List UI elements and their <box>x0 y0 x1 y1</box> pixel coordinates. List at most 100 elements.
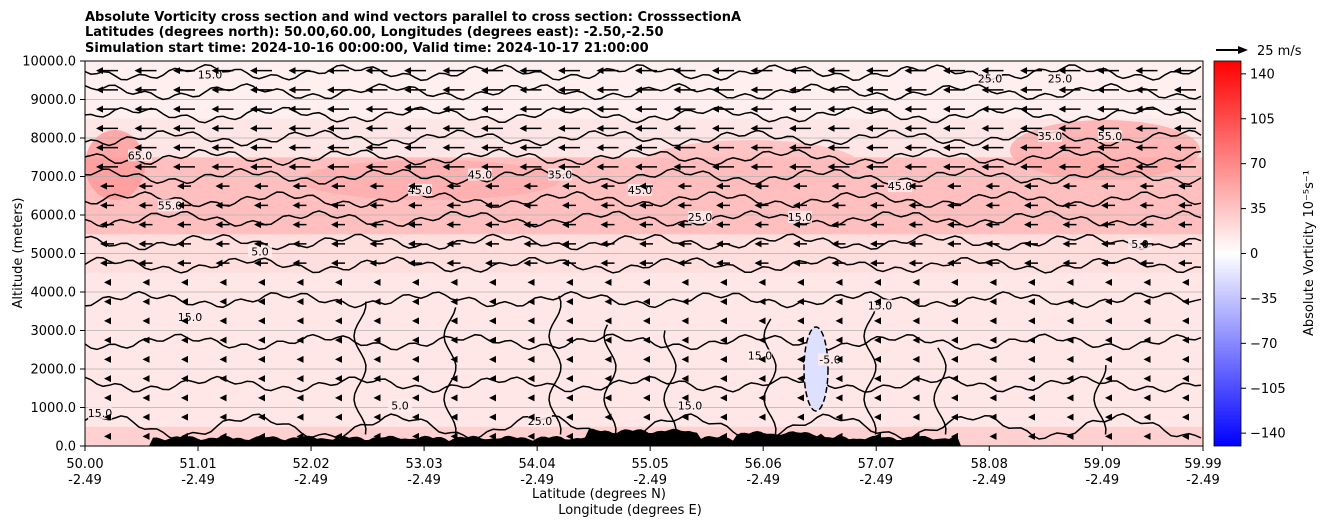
wind-vector-head <box>211 144 219 152</box>
wind-vector-head <box>138 240 146 248</box>
wind-vector-head <box>489 317 496 325</box>
wind-vector-head <box>177 259 184 267</box>
contour-line <box>85 129 1202 147</box>
wind-vector-head <box>1174 163 1181 171</box>
wind-vector-head <box>558 144 565 152</box>
y-tick-label: 4000.0 <box>31 286 77 301</box>
wind-vector-head <box>712 67 719 75</box>
wind-vector-head <box>1066 413 1074 421</box>
wind-vector-head <box>373 298 381 306</box>
wind-vector-head <box>912 317 920 325</box>
x-tick-label-lon: -2.49 <box>520 473 554 488</box>
wind-vector-head <box>292 182 300 190</box>
wind-vector-head <box>412 394 419 402</box>
wind-vector-head <box>1178 221 1185 229</box>
wind-vector-head <box>104 278 111 286</box>
contour-line <box>85 290 1202 309</box>
x-tick-label-lat: 52.02 <box>292 457 329 472</box>
contour-line <box>863 307 877 435</box>
wind-vector-head <box>912 394 920 402</box>
wind-vector-head <box>373 278 381 286</box>
wind-vector-head <box>489 298 496 306</box>
colorbar <box>1213 60 1242 447</box>
wind-vector-head <box>797 336 804 344</box>
contour-label-bg <box>868 299 892 312</box>
wind-vector-head <box>989 298 997 306</box>
wind-vector-head <box>1174 124 1181 132</box>
wind-vector-head <box>96 105 103 113</box>
wind-vector-head <box>523 221 531 229</box>
wind-vector-head <box>758 375 766 383</box>
wind-vector-head <box>331 201 338 209</box>
wind-vector-head <box>870 221 877 229</box>
wind-vector-head <box>643 413 650 421</box>
x-tick-label-lat: 59.99 <box>1184 457 1221 472</box>
wind-vector-head <box>327 144 334 152</box>
wind-vector-head <box>981 67 989 75</box>
wind-vector-head <box>527 375 535 383</box>
wind-vector-head <box>211 124 219 132</box>
wind-vector-head <box>604 355 612 363</box>
wind-vector-head <box>989 413 997 421</box>
wind-vector-head <box>258 336 265 344</box>
wind-vector-head <box>489 375 496 383</box>
wind-vector-head <box>331 240 338 248</box>
wind-vector-head <box>219 278 227 286</box>
wind-vector-head <box>481 67 488 75</box>
wind-vector-head <box>104 375 111 383</box>
wind-vector-head <box>1024 182 1031 190</box>
wind-vector-head <box>566 375 573 383</box>
wind-vector-head <box>134 124 142 132</box>
wind-vector-head <box>797 355 804 363</box>
wind-vector-head <box>1182 336 1189 344</box>
wind-vector-head <box>450 298 458 306</box>
wind-vector-head <box>442 124 450 132</box>
wind-vector-head <box>519 144 527 152</box>
wind-vector-head <box>912 413 920 421</box>
wind-vector-head <box>1182 317 1189 325</box>
wind-vector-head <box>639 259 646 267</box>
wind-vector-head <box>870 201 877 209</box>
wind-vector-head <box>904 67 912 75</box>
wind-vector-head <box>485 201 492 209</box>
contour-label: 35.0 <box>1038 130 1063 143</box>
wind-vector-head <box>754 240 762 248</box>
x-tick-label-lon: -2.49 <box>68 473 102 488</box>
wind-vector-head <box>104 355 111 363</box>
wind-vector-head <box>754 201 762 209</box>
wind-vector-head <box>1182 432 1189 440</box>
wind-vector-head <box>335 355 342 363</box>
wind-vector-head <box>947 201 954 209</box>
y-tick-label: 6000.0 <box>31 209 77 224</box>
wind-vector-head <box>1143 298 1151 306</box>
wind-vector-head <box>951 336 958 344</box>
contour-label: 45.0 <box>888 180 913 193</box>
wind-vector-head <box>215 221 223 229</box>
wind-vector-head <box>1143 355 1151 363</box>
wind-vector-head <box>296 278 304 286</box>
wind-vector-head <box>335 298 342 306</box>
wind-vector-head <box>254 221 261 229</box>
wind-vector-head <box>450 375 458 383</box>
wind-vector-head <box>1143 394 1151 402</box>
wind-vector-head <box>446 201 454 209</box>
wind-vector-head <box>951 355 958 363</box>
wind-vector-head <box>639 201 646 209</box>
wind-vector-head <box>100 221 107 229</box>
wind-vector-head <box>985 259 993 267</box>
contour-label-bg <box>888 180 912 193</box>
wind-vector-head <box>797 413 804 421</box>
contour-label: 45.0 <box>468 169 493 182</box>
wind-vector-head <box>681 375 689 383</box>
wind-vector-head <box>1062 259 1070 267</box>
wind-vector-head <box>258 413 265 421</box>
wind-vector-head <box>1105 317 1112 325</box>
contour-line <box>85 333 1202 351</box>
wind-vector-head <box>215 240 223 248</box>
wind-vector-head <box>673 105 681 113</box>
contour-label-bg <box>818 353 842 366</box>
contour-label-bg <box>678 399 702 412</box>
wind-vector-head <box>835 394 843 402</box>
wind-vector-head <box>296 317 304 325</box>
wind-vector-head <box>254 201 261 209</box>
